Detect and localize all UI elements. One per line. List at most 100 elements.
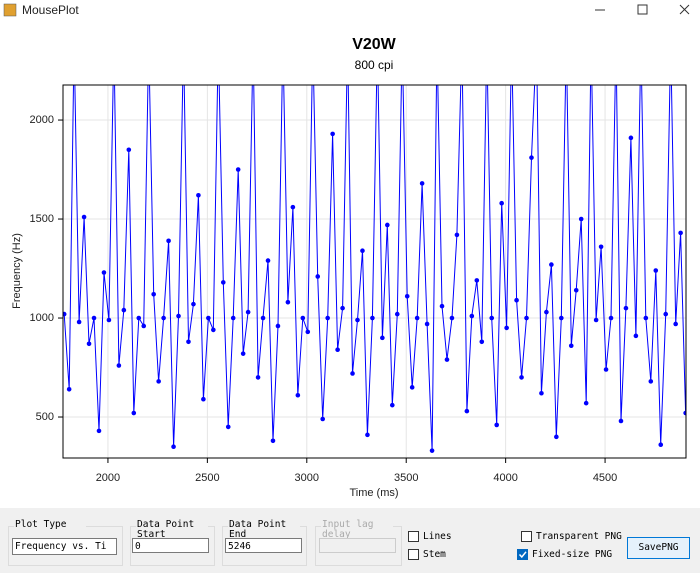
data-point	[435, 39, 440, 44]
plot-series	[63, 39, 686, 453]
data-point	[300, 315, 306, 321]
data-point	[220, 280, 226, 285]
data-point	[360, 248, 365, 254]
data-point	[583, 400, 589, 406]
data-point	[449, 315, 455, 321]
checkbox-label: Transparent PNG	[536, 531, 622, 542]
data-point	[201, 396, 206, 402]
data-point	[96, 428, 102, 434]
maximize-button[interactable]	[637, 4, 648, 15]
y-tick-label: 1000	[30, 312, 54, 324]
data-point	[514, 297, 519, 303]
data-point	[260, 315, 266, 321]
start-input[interactable]: 0	[132, 538, 209, 553]
data-point	[444, 357, 450, 362]
data-point	[454, 232, 460, 238]
data-point	[340, 305, 345, 311]
data-point	[230, 315, 236, 321]
data-point	[460, 39, 465, 44]
data-point	[439, 303, 445, 309]
data-point	[211, 327, 216, 333]
data-point	[315, 274, 321, 279]
plot-type-select[interactable]: Frequency vs. Ti	[12, 538, 117, 555]
data-point	[559, 315, 564, 321]
data-point	[63, 311, 67, 317]
data-point	[305, 329, 311, 335]
data-point	[91, 315, 97, 321]
data-point	[639, 39, 644, 44]
data-point	[106, 317, 112, 323]
data-point	[265, 258, 271, 263]
data-point	[633, 333, 639, 339]
data-point	[479, 339, 485, 345]
data-point	[206, 315, 211, 321]
data-point	[72, 39, 77, 44]
data-point	[290, 204, 296, 210]
end-input[interactable]: 5246	[225, 538, 302, 553]
end-group: Data Point End	[222, 520, 307, 566]
data-point	[161, 315, 166, 321]
input-value: 0	[135, 541, 141, 552]
data-point	[578, 216, 584, 222]
close-button[interactable]	[679, 4, 690, 15]
data-point	[310, 39, 315, 44]
data-point	[568, 343, 574, 349]
data-point	[549, 262, 554, 267]
series-line	[63, 85, 686, 451]
data-point	[643, 315, 649, 321]
data-point	[524, 315, 529, 321]
data-point	[683, 410, 686, 416]
y-axis-label: Frequency (Hz)	[11, 233, 23, 309]
start-group: Data Point Start	[130, 520, 215, 566]
x-tick-label: 4500	[593, 472, 617, 484]
stem-checkbox[interactable]	[408, 549, 419, 560]
data-point	[400, 39, 405, 44]
data-point	[131, 410, 137, 416]
y-tick-label: 500	[36, 411, 54, 423]
data-point	[598, 244, 604, 250]
data-point	[365, 432, 370, 438]
data-point	[409, 385, 415, 390]
chart: MousePlot V20W 800 cpi Time (ms) Frequen…	[3, 3, 690, 499]
data-point	[151, 291, 156, 297]
data-point	[171, 444, 176, 450]
data-point	[509, 39, 514, 44]
data-point	[270, 438, 276, 444]
app-icon	[3, 3, 17, 17]
data-point	[335, 347, 340, 353]
transparent-checkbox[interactable]	[521, 531, 532, 542]
data-point	[86, 341, 92, 347]
fixed-checkbox[interactable]	[517, 549, 528, 560]
lag-input	[319, 538, 396, 553]
data-point	[186, 339, 191, 345]
data-point	[564, 39, 569, 44]
data-point	[494, 422, 499, 428]
select-value: Frequency vs. Ti	[15, 541, 107, 552]
data-point	[255, 375, 261, 380]
data-point	[330, 131, 335, 137]
data-point	[573, 288, 579, 293]
data-point	[176, 313, 181, 319]
data-point	[589, 39, 594, 44]
lines-checkbox[interactable]	[408, 531, 419, 542]
data-point	[156, 379, 161, 384]
data-point	[529, 155, 534, 160]
data-point	[484, 39, 489, 44]
data-point	[235, 167, 241, 172]
data-point	[191, 301, 196, 307]
data-point	[504, 325, 509, 331]
y-tick-label: 2000	[30, 114, 54, 126]
data-point	[653, 268, 659, 273]
data-point	[136, 315, 142, 321]
data-point	[385, 222, 390, 228]
data-point	[101, 270, 107, 275]
x-tick-label: 4000	[493, 472, 517, 484]
save-button[interactable]: SavePNG	[627, 537, 690, 559]
data-point	[658, 442, 664, 448]
x-tick-label: 2000	[96, 472, 120, 484]
plot-frame	[62, 84, 687, 459]
button-label: SavePNG	[638, 542, 679, 553]
data-point	[389, 402, 395, 408]
data-point	[678, 230, 683, 236]
